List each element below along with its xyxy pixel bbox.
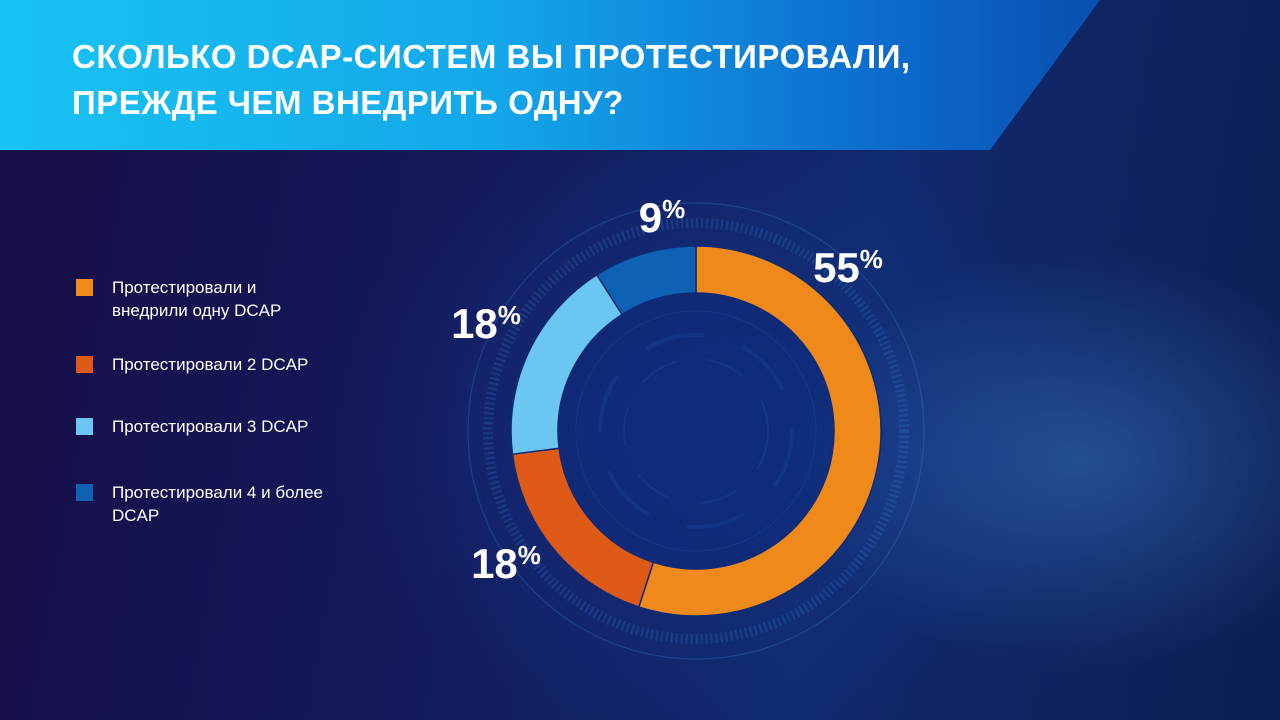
title-line-2: ПРЕЖДЕ ЧЕМ ВНЕДРИТЬ ОДНУ? — [72, 84, 624, 121]
title-line-1: СКОЛЬКО DCAP-СИСТЕМ ВЫ ПРОТЕСТИРОВАЛИ, — [72, 38, 911, 75]
legend-line: Протестировали 2 DCAP — [112, 355, 309, 374]
chart-decorative-rings — [467, 202, 925, 660]
legend-swatch — [76, 484, 93, 501]
chart-value-labels: 55% 18% 18% 9% — [451, 194, 883, 587]
legend-item-tested-two: Протестировали 2 DCAP — [76, 353, 372, 376]
value-label-2: 18% — [471, 540, 541, 587]
value-label-4: 9% — [639, 194, 685, 241]
page-title: СКОЛЬКО DCAP-СИСТЕМ ВЫ ПРОТЕСТИРОВАЛИ, П… — [72, 34, 1052, 126]
legend-line: внедрили одну DCAP — [112, 301, 282, 320]
legend-label: Протестировали 3 DCAP — [112, 415, 372, 438]
legend-line: Протестировали и — [112, 278, 257, 297]
header-banner — [0, 0, 1100, 150]
legend-line: Протестировали 4 и более — [112, 483, 323, 502]
legend-label: Протестировали 4 и более DCAP — [112, 481, 372, 527]
legend-swatch — [76, 418, 93, 435]
legend-item-tested-one: Протестировали и внедрили одну DCAP — [76, 276, 372, 322]
legend-item-tested-three: Протестировали 3 DCAP — [76, 415, 372, 438]
value-label-1: 55% — [813, 244, 883, 291]
legend-line: Протестировали 3 DCAP — [112, 417, 309, 436]
chart-slices — [510, 245, 882, 617]
legend-item-tested-four-plus: Протестировали 4 и более DCAP — [76, 481, 372, 527]
donut-slice-4 — [595, 245, 697, 316]
legend-swatch — [76, 356, 93, 373]
donut-slice-1 — [637, 245, 882, 617]
legend-line: DCAP — [112, 506, 160, 525]
legend-swatch — [76, 279, 93, 296]
legend-label: Протестировали и внедрили одну DCAP — [112, 276, 372, 322]
legend-label: Протестировали 2 DCAP — [112, 353, 372, 376]
donut-hole — [558, 293, 834, 569]
value-label-3: 18% — [451, 300, 521, 347]
decorative-ring-1 — [467, 202, 925, 660]
decorative-ring-2 — [483, 218, 909, 644]
